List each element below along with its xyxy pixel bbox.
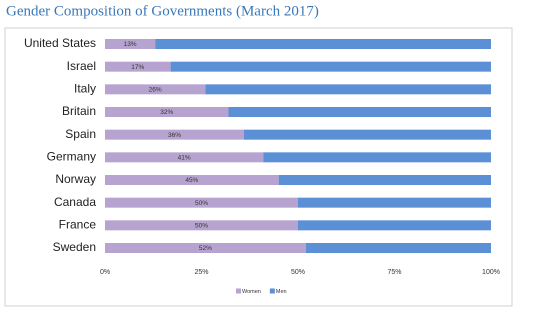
x-tick-label: 0% (100, 269, 110, 276)
data-label: 50% (195, 223, 208, 230)
chart-title: Gender Composition of Governments (March… (6, 3, 319, 19)
data-label: 41% (178, 155, 191, 162)
y-tick-label: Spain (65, 127, 96, 141)
x-tick-label: 25% (194, 269, 208, 276)
bar-segment (105, 175, 279, 185)
bar-segment (105, 220, 298, 231)
chart-frame (4, 27, 513, 307)
y-tick-label: Britain (62, 104, 96, 118)
data-label: 32% (160, 109, 173, 116)
bar-segment (105, 129, 244, 140)
y-tick-label: Italy (74, 82, 96, 96)
y-tick-label: United States (24, 36, 96, 50)
bar-segment (105, 84, 206, 95)
data-label: 50% (195, 200, 208, 207)
bar-segment (105, 243, 306, 253)
data-label: 26% (149, 87, 162, 94)
bar-segment (105, 197, 298, 208)
data-label: 45% (185, 177, 198, 184)
x-tick-label: 50% (291, 269, 305, 276)
legend-label: Women (242, 289, 261, 295)
data-label: 52% (199, 245, 212, 252)
bar-segment (298, 197, 491, 208)
bar-segment (105, 39, 156, 49)
bar-segment (105, 152, 264, 163)
data-label: 13% (124, 41, 137, 48)
data-label: 36% (168, 132, 181, 139)
x-tick-label: 100% (482, 269, 500, 276)
y-tick-label: France (59, 218, 97, 232)
x-tick-label: 75% (387, 269, 401, 276)
bar-segment (205, 84, 492, 95)
y-tick-label: Sweden (53, 240, 96, 254)
bar-segment (298, 220, 491, 231)
y-tick-label: Germany (47, 150, 96, 164)
y-tick-label: Israel (67, 59, 96, 73)
bar-segment (105, 61, 171, 72)
bar-segment (155, 39, 491, 49)
bar-segment (243, 129, 491, 140)
bar-segment (170, 61, 491, 72)
legend-label: Men (276, 289, 287, 295)
bar-segment (228, 107, 491, 117)
bar-segment (305, 243, 491, 253)
legend-swatch (269, 288, 275, 294)
legend-swatch (236, 288, 241, 294)
y-tick-label: Canada (54, 195, 96, 209)
data-label: 17% (131, 64, 144, 71)
bar-segment (278, 175, 491, 185)
bar-segment (105, 107, 229, 117)
bar-segment (263, 152, 491, 163)
y-tick-label: Norway (55, 172, 96, 186)
